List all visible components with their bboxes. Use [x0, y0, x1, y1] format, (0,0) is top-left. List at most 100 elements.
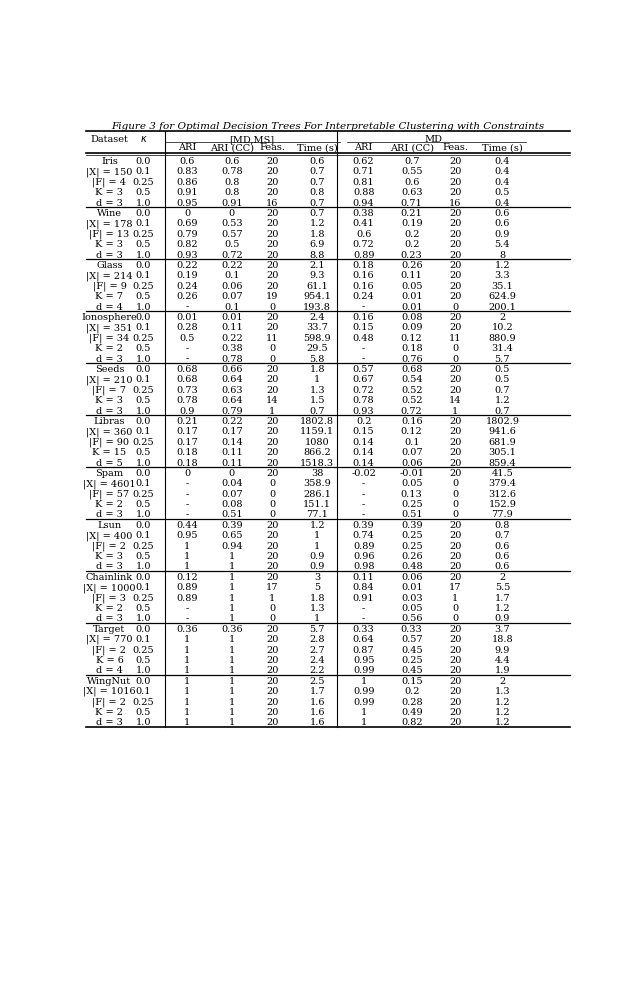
Text: 0.67: 0.67 — [353, 375, 374, 384]
Text: 0.13: 0.13 — [401, 489, 422, 498]
Text: 0.4: 0.4 — [495, 178, 510, 187]
Text: -: - — [186, 510, 189, 519]
Text: |X| = 214: |X| = 214 — [86, 271, 132, 280]
Text: 41.5: 41.5 — [492, 468, 513, 477]
Text: 1: 1 — [184, 718, 190, 727]
Text: 0.1: 0.1 — [136, 375, 151, 384]
Text: 2.4: 2.4 — [309, 313, 325, 322]
Text: 1: 1 — [184, 562, 190, 571]
Text: 20: 20 — [266, 645, 278, 654]
Text: 1: 1 — [314, 375, 320, 384]
Text: d = 3: d = 3 — [96, 718, 123, 727]
Text: 0.18: 0.18 — [353, 260, 374, 269]
Text: |X| = 351: |X| = 351 — [86, 323, 132, 332]
Text: K = 15: K = 15 — [92, 447, 127, 456]
Text: 20: 20 — [449, 718, 461, 727]
Text: 0.5: 0.5 — [136, 708, 151, 717]
Text: 0.18: 0.18 — [401, 344, 422, 353]
Text: d = 3: d = 3 — [96, 407, 123, 415]
Text: 17: 17 — [449, 582, 461, 591]
Text: 0.6: 0.6 — [404, 178, 419, 187]
Text: 20: 20 — [266, 458, 278, 467]
Text: Figure 3 for Optimal Decision Trees For Interpretable Clustering with Constraint: Figure 3 for Optimal Decision Trees For … — [111, 122, 545, 131]
Text: 9.3: 9.3 — [309, 271, 325, 280]
Text: 0.89: 0.89 — [353, 250, 374, 259]
Text: 0.0: 0.0 — [136, 573, 151, 581]
Text: 0.0: 0.0 — [136, 521, 151, 530]
Text: 61.1: 61.1 — [307, 281, 328, 290]
Text: d = 3: d = 3 — [96, 250, 123, 259]
Text: -: - — [362, 302, 365, 311]
Text: 20: 20 — [449, 386, 461, 395]
Text: 1.2: 1.2 — [495, 396, 510, 405]
Text: -: - — [362, 603, 365, 612]
Text: 0.25: 0.25 — [132, 697, 154, 706]
Text: d = 3: d = 3 — [96, 199, 123, 208]
Text: 0.7: 0.7 — [309, 209, 325, 218]
Text: 5.4: 5.4 — [495, 240, 510, 248]
Text: |X| = 150: |X| = 150 — [86, 167, 132, 177]
Text: 0.07: 0.07 — [221, 292, 243, 301]
Text: 0.48: 0.48 — [401, 562, 422, 571]
Text: ARI (CC): ARI (CC) — [390, 143, 434, 152]
Text: -: - — [186, 344, 189, 353]
Text: 286.1: 286.1 — [303, 489, 331, 498]
Text: 1: 1 — [228, 697, 235, 706]
Text: K = 3: K = 3 — [95, 240, 124, 248]
Text: 0.24: 0.24 — [176, 281, 198, 290]
Text: 0.89: 0.89 — [176, 582, 198, 591]
Text: 0.9: 0.9 — [179, 407, 195, 415]
Text: 0.1: 0.1 — [136, 220, 151, 229]
Text: 1: 1 — [228, 634, 235, 643]
Text: 1: 1 — [184, 645, 190, 654]
Text: d = 3: d = 3 — [96, 562, 123, 571]
Text: 1: 1 — [360, 676, 367, 685]
Text: 0.99: 0.99 — [353, 666, 374, 675]
Text: 3: 3 — [314, 573, 320, 581]
Text: K = 3: K = 3 — [95, 552, 124, 561]
Text: 20: 20 — [266, 708, 278, 717]
Text: 0.05: 0.05 — [401, 479, 422, 488]
Text: 0.25: 0.25 — [132, 593, 154, 602]
Text: 1.5: 1.5 — [309, 396, 325, 405]
Text: 77.1: 77.1 — [306, 510, 328, 519]
Text: -: - — [362, 354, 365, 363]
Text: 0: 0 — [184, 468, 190, 477]
Text: 20: 20 — [449, 468, 461, 477]
Text: 5.8: 5.8 — [310, 354, 325, 363]
Text: 1.2: 1.2 — [309, 521, 325, 530]
Text: 0.6: 0.6 — [495, 552, 510, 561]
Text: 0.1: 0.1 — [404, 437, 419, 446]
Text: K = 3: K = 3 — [95, 188, 124, 197]
Text: 0.69: 0.69 — [176, 220, 198, 229]
Text: 0.2: 0.2 — [404, 230, 419, 239]
Text: 0.1: 0.1 — [224, 302, 239, 311]
Text: 0.91: 0.91 — [353, 593, 374, 602]
Text: 0.19: 0.19 — [176, 271, 198, 280]
Text: 0.25: 0.25 — [132, 333, 154, 342]
Text: 1.3: 1.3 — [309, 603, 325, 612]
Text: 1.2: 1.2 — [495, 603, 510, 612]
Text: 0.5: 0.5 — [495, 375, 510, 384]
Text: |F| = 4: |F| = 4 — [92, 177, 127, 187]
Text: Spam: Spam — [95, 468, 124, 477]
Text: Lsun: Lsun — [97, 521, 122, 530]
Text: 1: 1 — [228, 552, 235, 561]
Text: 20: 20 — [266, 188, 278, 197]
Text: 20: 20 — [449, 313, 461, 322]
Text: 0.08: 0.08 — [221, 500, 243, 509]
Text: 1: 1 — [228, 614, 235, 623]
Text: 1: 1 — [184, 634, 190, 643]
Text: 0.5: 0.5 — [136, 552, 151, 561]
Text: 33.7: 33.7 — [306, 323, 328, 332]
Text: 20: 20 — [266, 167, 278, 176]
Text: 0.16: 0.16 — [401, 416, 422, 425]
Text: 0.64: 0.64 — [221, 396, 243, 405]
Text: 20: 20 — [266, 541, 278, 550]
Text: 0.33: 0.33 — [401, 624, 422, 633]
Text: 20: 20 — [266, 687, 278, 696]
Text: 0.39: 0.39 — [353, 521, 374, 530]
Text: ARI (CC): ARI (CC) — [210, 143, 254, 152]
Text: 20: 20 — [449, 157, 461, 166]
Text: 0: 0 — [452, 510, 458, 519]
